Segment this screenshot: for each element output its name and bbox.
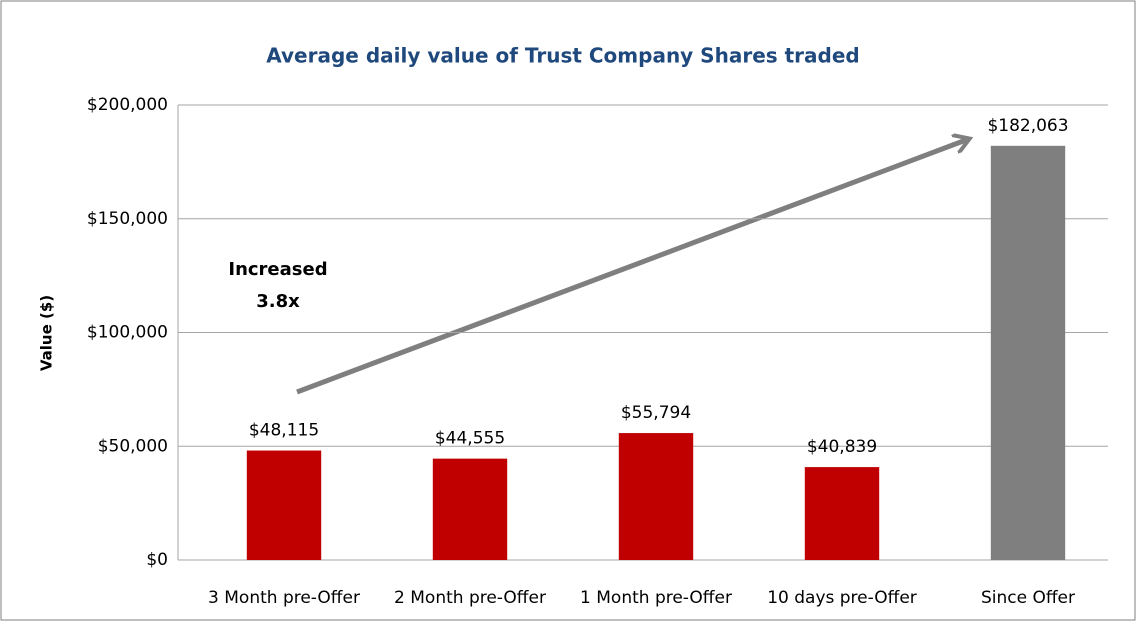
y-tick-label: $200,000 (87, 95, 168, 115)
annotation: 3.8x (256, 291, 300, 312)
y-tick-label: $50,000 (98, 436, 168, 456)
bar (804, 467, 880, 560)
bar (246, 450, 322, 560)
bar (432, 458, 508, 560)
trend-arrow (296, 140, 966, 395)
x-tick-label: 10 days pre-Offer (767, 588, 917, 608)
data-label: $182,063 (987, 116, 1068, 136)
y-tick-label: $100,000 (87, 323, 168, 343)
data-label: $55,794 (621, 403, 691, 423)
chart-title: Average daily value of Trust Company Sha… (266, 44, 860, 68)
x-tick-label: 3 Month pre-Offer (208, 588, 360, 608)
y-tick-label: $0 (146, 550, 168, 570)
bar (618, 433, 694, 560)
x-tick-label: Since Offer (981, 588, 1075, 608)
x-tick-label: 1 Month pre-Offer (580, 588, 732, 608)
x-tick-label: 2 Month pre-Offer (394, 588, 546, 608)
data-label: $48,115 (249, 421, 319, 441)
data-label: $40,839 (807, 437, 877, 457)
bar (990, 145, 1066, 560)
data-label: $44,555 (435, 429, 505, 449)
annotation: Increased (228, 259, 327, 280)
y-axis-label: Value ($) (38, 295, 56, 371)
y-tick-label: $150,000 (87, 209, 168, 229)
